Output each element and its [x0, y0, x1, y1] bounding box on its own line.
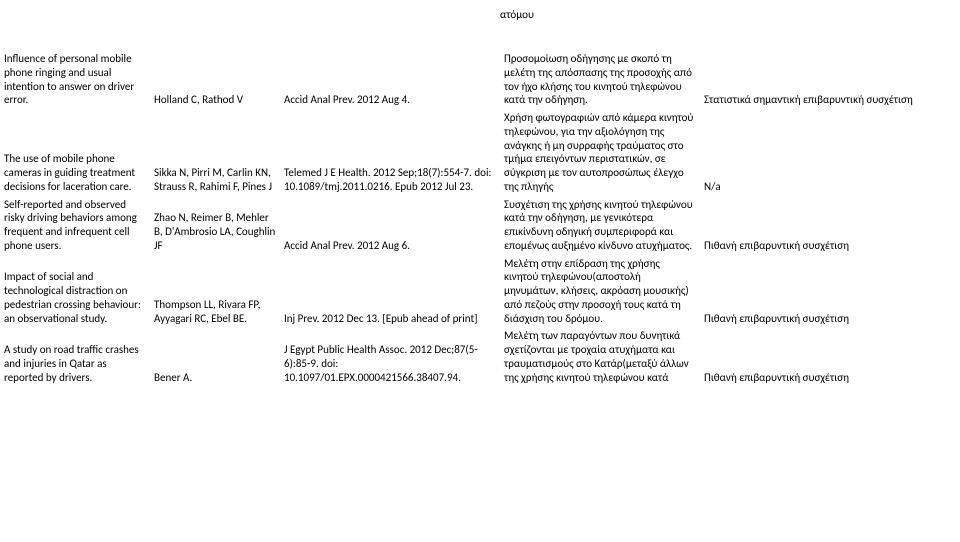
cell-summary: Μελέτη των παραγόντων που δυνητικά σχετί… [500, 327, 700, 386]
studies-table: Influence of personal mobile phone ringi… [0, 50, 960, 386]
cell-title: Self-reported and observed risky driving… [0, 196, 150, 255]
table-row: The use of mobile phone cameras in guidi… [0, 109, 960, 196]
cell-title: The use of mobile phone cameras in guidi… [0, 109, 150, 196]
cell-journal: Accid Anal Prev. 2012 Aug 4. [280, 50, 500, 109]
cell-title: A study on road traffic crashes and inju… [0, 327, 150, 386]
cell-summary: Συσχέτιση της χρήσης κινητού τηλεφώνου κ… [500, 196, 700, 255]
cell-result: Στατιστικά σημαντική επιβαρυντική συσχέτ… [700, 50, 960, 109]
cell-journal: J Egypt Public Health Assoc. 2012 Dec;87… [280, 327, 500, 386]
table-row: A study on road traffic crashes and inju… [0, 327, 960, 386]
cell-authors: Bener A. [150, 327, 280, 386]
cell-authors: Holland C, Rathod V [150, 50, 280, 109]
table-row: Influence of personal mobile phone ringi… [0, 50, 960, 109]
cell-journal: Telemed J E Health. 2012 Sep;18(7):554-7… [280, 109, 500, 196]
cell-journal: Inj Prev. 2012 Dec 13. [Epub ahead of pr… [280, 255, 500, 328]
cell-title: Impact of social and technological distr… [0, 255, 150, 328]
table-row: Self-reported and observed risky driving… [0, 196, 960, 255]
table-row: Impact of social and technological distr… [0, 255, 960, 328]
cell-result: Πιθανή επιβαρυντική συσχέτιση [700, 255, 960, 328]
header-fragment: ατόμου [500, 8, 534, 21]
cell-result: Ν/a [700, 109, 960, 196]
cell-authors: Thompson LL, Rivara FP, Ayyagari RC, Ebe… [150, 255, 280, 328]
cell-journal: Accid Anal Prev. 2012 Aug 6. [280, 196, 500, 255]
cell-result: Πιθανή επιβαρυντική συσχέτιση [700, 327, 960, 386]
cell-result: Πιθανή επιβαρυντική συσχέτιση [700, 196, 960, 255]
cell-title: Influence of personal mobile phone ringi… [0, 50, 150, 109]
cell-summary: Μελέτη στην επίδραση της χρήσης κινητού … [500, 255, 700, 328]
cell-authors: Zhao N, Reimer B, Mehler B, D'Ambrosio L… [150, 196, 280, 255]
cell-authors: Sikka N, Pirri M, Carlin KN, Strauss R, … [150, 109, 280, 196]
cell-summary: Προσομοίωση οδήγησης με σκοπό τη μελέτη … [500, 50, 700, 109]
cell-summary: Χρήση φωτογραφιών από κάμερα κινητού τηλ… [500, 109, 700, 196]
